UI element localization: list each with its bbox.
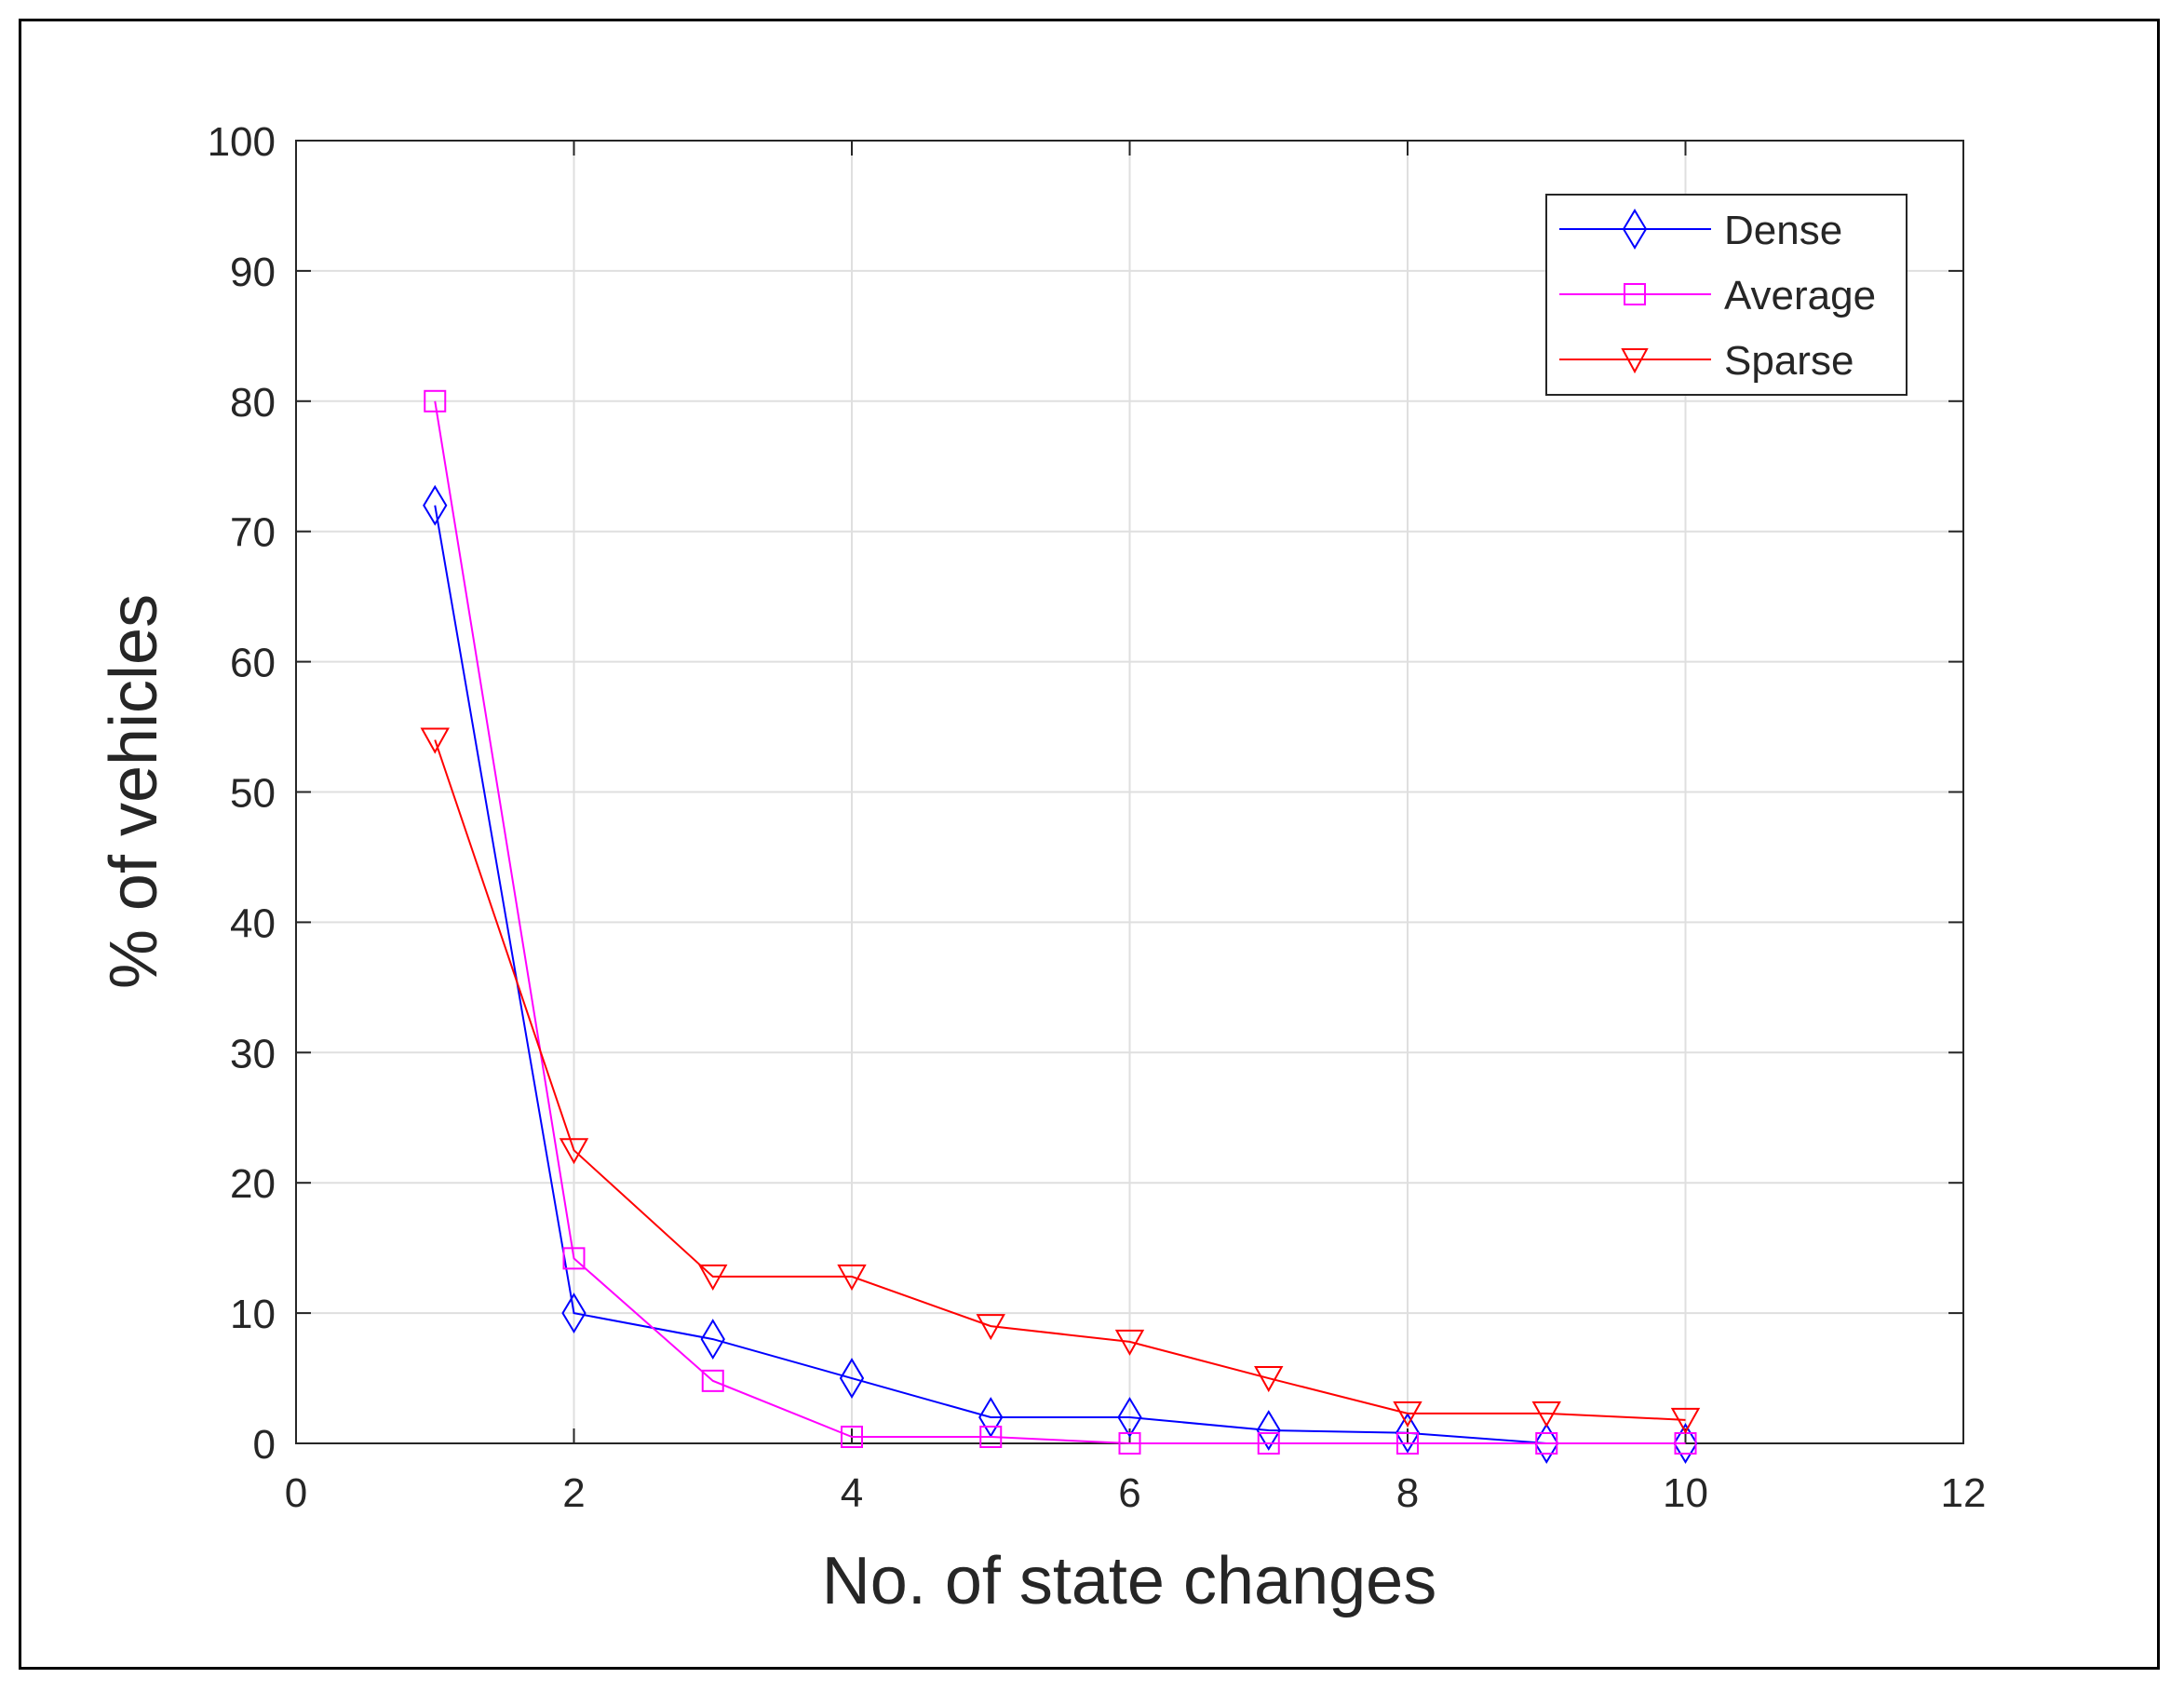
series-line-average xyxy=(434,400,1686,1444)
data-point-sparse xyxy=(1254,1366,1284,1393)
series-dense xyxy=(423,484,1698,1464)
data-point-dense xyxy=(1673,1423,1698,1464)
data-point-sparse xyxy=(698,1264,728,1291)
data-point-dense xyxy=(700,1319,725,1360)
x-tick-label: 0 xyxy=(285,1470,307,1516)
legend-marker-sparse xyxy=(1621,348,1649,374)
legend-label-sparse: Sparse xyxy=(1724,338,1854,384)
y-tick-label: 80 xyxy=(230,380,276,426)
x-tick-label: 6 xyxy=(1118,1470,1140,1516)
y-tick-label: 0 xyxy=(253,1422,276,1468)
data-point-average xyxy=(1118,1432,1141,1455)
data-point-dense xyxy=(1395,1412,1421,1454)
series-layer xyxy=(420,389,1701,1464)
legend: Dense Average Sparse xyxy=(1545,194,1908,396)
data-point-average xyxy=(562,1247,586,1270)
legend-label-average: Average xyxy=(1724,273,1876,318)
data-point-average xyxy=(1396,1432,1419,1455)
data-point-dense xyxy=(423,484,448,526)
data-point-dense xyxy=(561,1293,586,1334)
legend-marker-dense xyxy=(1622,209,1648,250)
y-tick-label: 30 xyxy=(230,1031,276,1076)
series-average xyxy=(424,389,1697,1455)
series-line-dense xyxy=(434,505,1686,1444)
axis-ticks: 0 2 4 6 8 10 12 0 10 20 30 40 50 60 70 80 90 100 xyxy=(208,119,1987,1516)
data-point-average xyxy=(701,1369,724,1392)
data-point-dense xyxy=(1117,1397,1142,1438)
data-point-sparse xyxy=(1114,1329,1145,1356)
data-point-average xyxy=(424,389,447,413)
x-tick-label: 8 xyxy=(1396,1470,1419,1516)
figure-frame xyxy=(19,19,2160,1670)
data-point-average xyxy=(979,1426,1003,1449)
data-point-average xyxy=(841,1426,863,1449)
grid xyxy=(295,140,1964,1444)
data-point-sparse xyxy=(976,1314,1005,1341)
y-tick-label: 90 xyxy=(230,250,276,295)
data-point-sparse xyxy=(1670,1407,1701,1434)
legend-marker-average xyxy=(1624,283,1646,305)
x-tick-label: 2 xyxy=(562,1470,585,1516)
y-axis-label: % of vehicles xyxy=(97,594,171,989)
x-axis-label: No. of state changes xyxy=(822,1544,1436,1618)
data-point-sparse xyxy=(837,1264,867,1291)
y-tick-label: 50 xyxy=(230,771,276,817)
legend-label-dense: Dense xyxy=(1724,208,1842,253)
series-sparse xyxy=(420,727,1701,1434)
y-tick-label: 10 xyxy=(230,1292,276,1337)
series-line-sparse xyxy=(434,739,1686,1421)
data-point-dense xyxy=(1534,1423,1559,1464)
data-point-dense xyxy=(839,1358,865,1399)
data-point-sparse xyxy=(559,1138,589,1165)
data-point-sparse xyxy=(420,727,450,754)
data-point-average xyxy=(1535,1432,1558,1455)
data-point-sparse xyxy=(1393,1401,1422,1428)
data-point-dense xyxy=(1256,1410,1281,1451)
y-tick-label: 40 xyxy=(230,900,276,946)
y-tick-label: 60 xyxy=(230,641,276,686)
y-tick-label: 70 xyxy=(230,510,276,556)
x-tick-label: 4 xyxy=(841,1470,863,1516)
x-tick-label: 10 xyxy=(1663,1470,1708,1516)
x-tick-label: 12 xyxy=(1941,1470,1987,1516)
y-tick-label: 100 xyxy=(208,119,276,165)
data-point-average xyxy=(1257,1432,1280,1455)
y-tick-label: 20 xyxy=(230,1161,276,1207)
data-point-sparse xyxy=(1531,1401,1561,1428)
